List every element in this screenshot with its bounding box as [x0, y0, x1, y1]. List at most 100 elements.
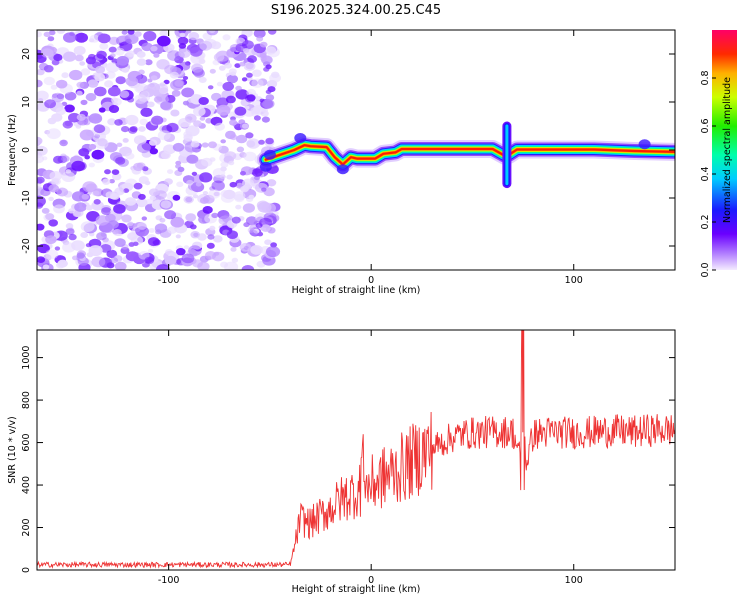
noise-blob — [213, 251, 220, 256]
noise-blob — [79, 61, 86, 66]
noise-blob — [216, 104, 231, 116]
noise-blob — [169, 71, 179, 79]
noise-blob — [216, 81, 223, 87]
noise-blob — [254, 175, 260, 181]
noise-blob — [76, 113, 86, 121]
noise-blob — [80, 68, 91, 76]
noise-blob — [150, 45, 158, 52]
x-tick-label: 0 — [368, 275, 374, 286]
noise-blob — [53, 53, 63, 62]
noise-blob — [191, 171, 198, 176]
noise-blob — [174, 79, 184, 87]
noise-blob — [85, 56, 96, 65]
noise-blob — [75, 32, 88, 43]
noise-blob — [119, 90, 130, 98]
noise-blob — [76, 81, 85, 88]
noise-blob — [121, 30, 128, 35]
spectrogram-ylabel: Frequency (Hz) — [7, 114, 18, 186]
noise-blob — [192, 93, 200, 100]
noise-blob — [170, 109, 180, 117]
noise-blob — [224, 62, 232, 69]
noise-blob — [57, 259, 68, 268]
noise-blob — [250, 230, 258, 236]
noise-blob — [128, 242, 135, 247]
noise-blob — [243, 48, 250, 53]
noise-blob — [147, 237, 160, 247]
noise-blob — [271, 71, 280, 79]
noise-blob — [175, 160, 182, 166]
noise-blob — [229, 181, 237, 188]
noise-blob — [114, 119, 123, 126]
noise-blob — [213, 53, 225, 62]
noise-blob — [73, 45, 86, 56]
noise-blob — [80, 99, 88, 106]
noise-blob — [54, 246, 61, 251]
noise-blob — [151, 115, 164, 126]
noise-blob — [235, 85, 242, 91]
noise-blob — [229, 119, 238, 126]
noise-blob — [143, 30, 157, 42]
noise-blob — [259, 52, 267, 59]
noise-blob — [113, 204, 126, 214]
noise-blob — [137, 142, 151, 154]
noise-blob — [125, 114, 139, 126]
noise-blob — [230, 247, 237, 252]
noise-blob — [72, 255, 79, 261]
noise-blob — [107, 118, 117, 126]
noise-blob — [184, 113, 197, 123]
noise-blob — [98, 107, 106, 113]
noise-blob — [121, 126, 130, 133]
colorbar-tick-label: 0.2 — [700, 214, 711, 229]
noise-blob — [80, 221, 95, 233]
noise-blob — [261, 116, 270, 123]
noise-blob — [62, 242, 76, 253]
noise-blob — [37, 145, 48, 156]
noise-blob — [164, 255, 177, 265]
noise-blob — [74, 202, 87, 212]
noise-blob — [167, 169, 174, 175]
noise-blob — [123, 188, 130, 193]
noise-blob — [95, 65, 106, 74]
noise-blob — [246, 88, 257, 97]
ridge-lump — [638, 139, 651, 150]
noise-blob — [250, 245, 263, 255]
noise-blob — [255, 222, 263, 228]
noise-blob — [110, 97, 119, 103]
noise-blob — [85, 93, 97, 102]
noise-blob — [258, 139, 265, 145]
noise-blob — [189, 46, 203, 57]
noise-blob — [147, 78, 153, 83]
noise-blob — [37, 195, 46, 207]
colorbar-tick-label: 0.4 — [700, 166, 711, 181]
snr-xlabel: Height of straight line (km) — [292, 584, 421, 595]
y-tick-label: 800 — [21, 391, 32, 409]
noise-blob — [63, 51, 77, 62]
noise-blob — [65, 228, 75, 235]
noise-blob — [147, 248, 154, 253]
noise-blob — [241, 77, 248, 82]
noise-blob — [64, 104, 75, 113]
noise-blob — [141, 216, 147, 221]
noise-blob — [222, 34, 231, 41]
noise-blob — [265, 246, 281, 258]
noise-blob — [46, 128, 61, 140]
noise-blob — [86, 252, 94, 258]
snr-frame — [36, 329, 676, 571]
noise-blob — [212, 168, 226, 178]
noise-blob — [192, 194, 199, 199]
noise-blob — [216, 97, 229, 107]
noise-blob — [37, 176, 45, 184]
noise-blob — [111, 169, 120, 176]
noise-blob — [144, 180, 151, 186]
noise-blob — [181, 87, 195, 98]
noise-blob — [211, 180, 225, 191]
noise-blob — [65, 169, 72, 174]
noise-blob — [230, 46, 238, 53]
noise-blob — [214, 122, 225, 131]
noise-blob — [218, 65, 226, 71]
y-tick-label: 10 — [21, 96, 32, 108]
noise-blob — [115, 76, 126, 85]
noise-blob — [37, 139, 41, 145]
noise-blob — [186, 179, 194, 186]
noise-blob — [104, 80, 114, 88]
